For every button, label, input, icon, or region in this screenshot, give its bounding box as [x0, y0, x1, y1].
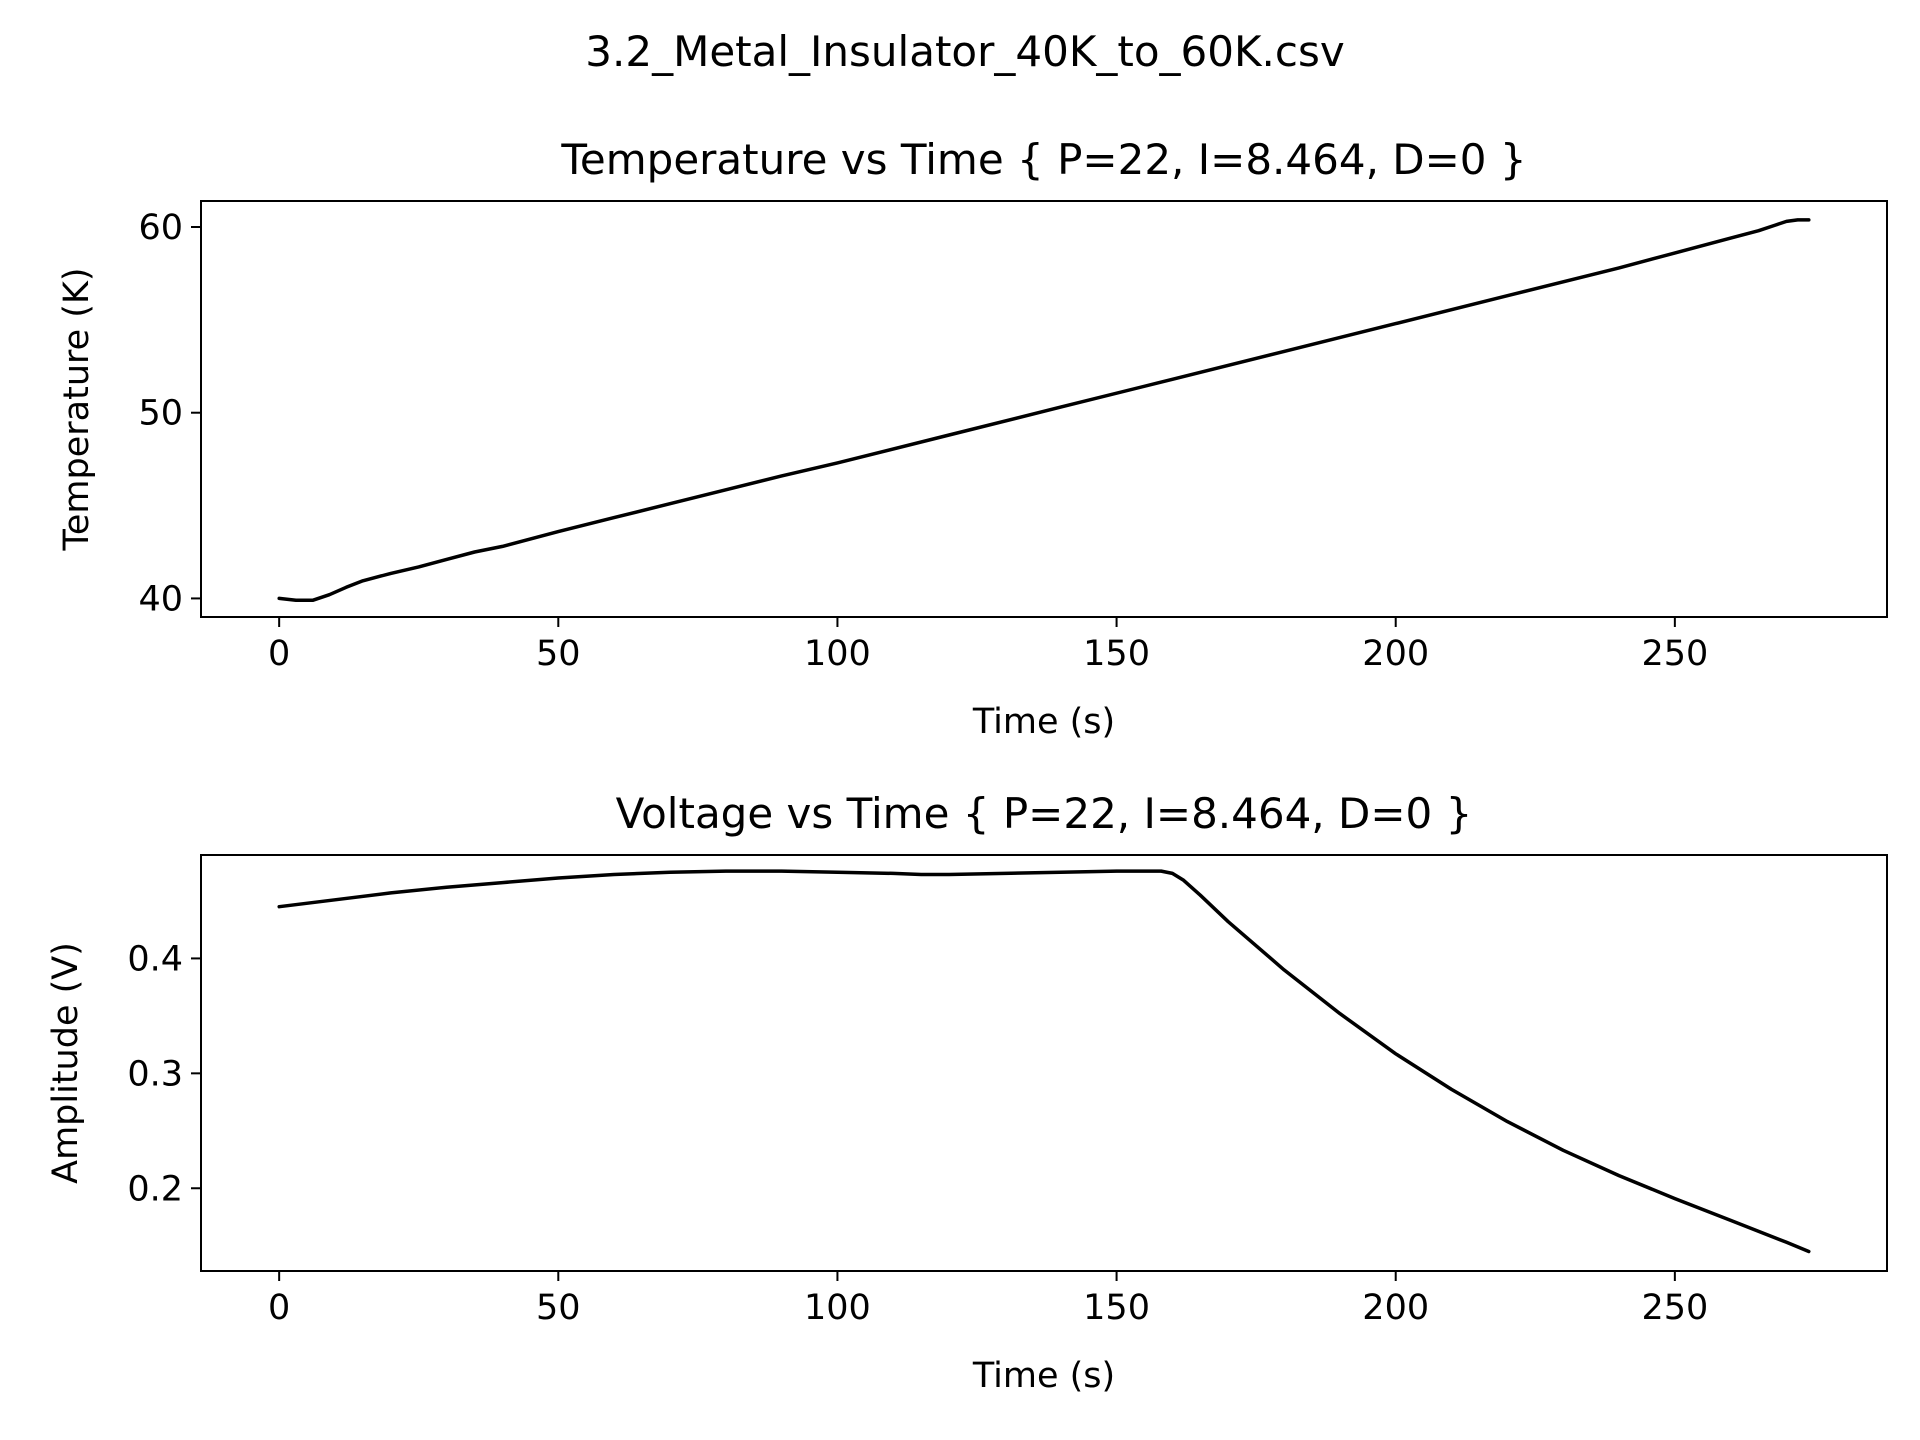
voltage-x-ticks: 0 50 100 150 200 250	[268, 1271, 1708, 1328]
temperature-plot-frame	[200, 200, 1888, 618]
figure-suptitle: 3.2_Metal_Insulator_40K_to_60K.csv	[585, 27, 1344, 76]
voltage-y-tick-label: 0.4	[127, 939, 183, 979]
voltage-y-tick-label: 0.2	[127, 1169, 183, 1209]
temperature-plot-title: Temperature vs Time { P=22, I=8.464, D=0…	[560, 135, 1526, 184]
temperature-x-ticks: 0 50 100 150 200 250	[268, 617, 1708, 674]
temperature-y-ticks: 40 50 60	[138, 208, 201, 619]
voltage-y-tick-label: 0.3	[127, 1054, 183, 1094]
temperature-x-tick-label: 0	[268, 634, 290, 674]
voltage-x-tick-label: 100	[804, 1288, 871, 1328]
voltage-x-tick-label: 50	[536, 1288, 581, 1328]
voltage-x-axis-label: Time (s)	[972, 1356, 1115, 1396]
temperature-series-line	[277, 218, 1811, 603]
temperature-y-axis-label: Temperature (K)	[57, 267, 97, 551]
temperature-plot: Temperature vs Time { P=22, I=8.464, D=0…	[57, 135, 1888, 742]
temperature-x-tick-label: 250	[1641, 634, 1708, 674]
voltage-plot: Voltage vs Time { P=22, I=8.464, D=0 } 0…	[46, 789, 1888, 1396]
voltage-y-axis-label: Amplitude (V)	[46, 942, 86, 1184]
voltage-series-line	[277, 869, 1811, 1254]
voltage-plot-title: Voltage vs Time { P=22, I=8.464, D=0 }	[616, 789, 1473, 838]
temperature-x-axis-label: Time (s)	[972, 702, 1115, 742]
voltage-plot-frame	[200, 854, 1888, 1272]
temperature-x-tick-label: 150	[1083, 634, 1150, 674]
voltage-x-tick-label: 200	[1362, 1288, 1429, 1328]
temperature-y-tick-label: 40	[138, 579, 183, 619]
temperature-y-tick-label: 60	[138, 208, 183, 248]
voltage-x-tick-label: 0	[268, 1288, 290, 1328]
temperature-x-tick-label: 50	[536, 634, 581, 674]
voltage-y-ticks: 0.2 0.3 0.4	[127, 939, 201, 1209]
voltage-x-tick-label: 250	[1641, 1288, 1708, 1328]
temperature-y-tick-label: 50	[138, 394, 183, 434]
temperature-x-tick-label: 100	[804, 634, 871, 674]
voltage-x-tick-label: 150	[1083, 1288, 1150, 1328]
temperature-x-tick-label: 200	[1362, 634, 1429, 674]
